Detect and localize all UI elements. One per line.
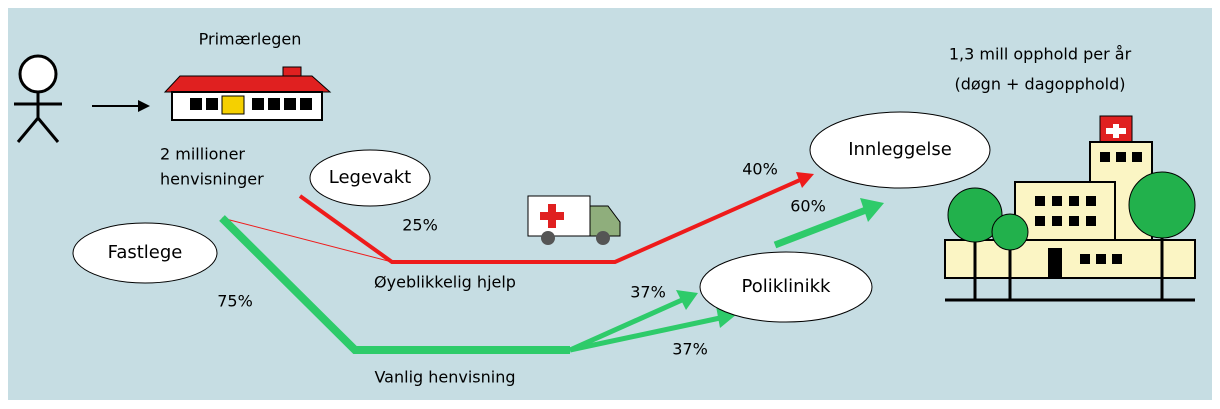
node-label: Poliklinikk — [742, 276, 831, 297]
percentage: 37% — [672, 340, 708, 359]
title: Primærlegen — [199, 30, 302, 49]
percentage: 25% — [402, 216, 438, 235]
node-label: Innleggelse — [848, 139, 952, 160]
node-label: Fastlege — [108, 242, 183, 263]
percentage: 75% — [217, 292, 253, 311]
referrals-text: henvisninger — [160, 170, 264, 189]
hospital-text: 1,3 mill opphold per år — [949, 45, 1132, 64]
percentage: 37% — [630, 283, 666, 302]
path-label: Vanlig henvisning — [374, 368, 515, 387]
diagram: Primærlegen 2 millioner henvisninger Leg… — [0, 0, 1220, 409]
hospital-text: (døgn + dagopphold) — [954, 75, 1125, 94]
percentage: 60% — [790, 197, 826, 216]
referrals-text: 2 millioner — [160, 145, 245, 164]
percentage: 40% — [742, 160, 778, 179]
path-label: Øyeblikkelig hjelp — [374, 273, 516, 292]
node-label: Legevakt — [329, 167, 411, 188]
